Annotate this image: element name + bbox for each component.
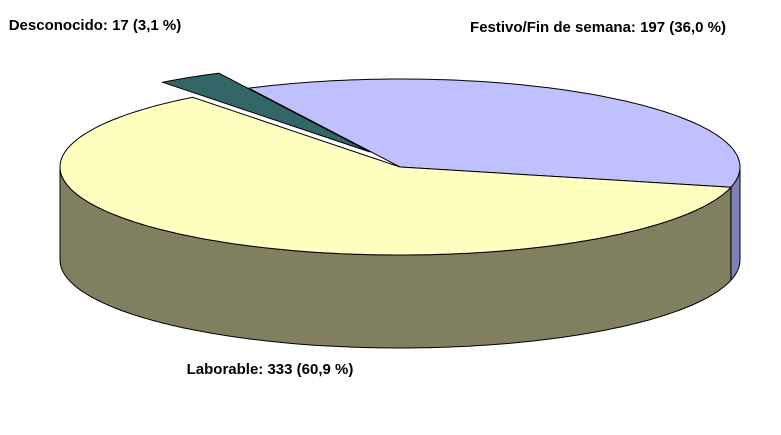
data-label: Laborable: 333 (60,9 %) — [186, 361, 354, 378]
data-label: Desconocido: 17 (3,1 %) — [8, 17, 182, 34]
slice — [59, 96, 732, 256]
data-label: Festivo/Fin de semana: 197 (36,0 %) — [470, 19, 726, 36]
slice — [160, 72, 371, 153]
slice — [247, 78, 741, 188]
